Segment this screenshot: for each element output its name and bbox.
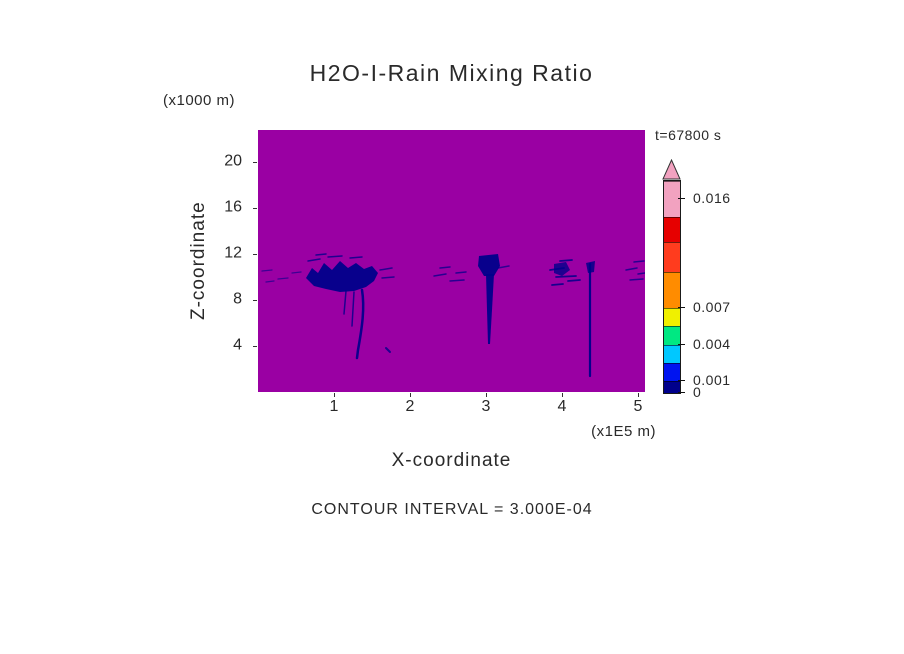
timestamp-label: t=67800 s — [655, 127, 722, 143]
colorbar-tick-mark — [678, 392, 685, 393]
colorbar-segment — [664, 380, 680, 393]
colorbar-labels: 0.016 0.007 0.004 0.001 0 — [678, 180, 754, 400]
x-axis-title: X-coordinate — [391, 450, 512, 471]
colorbar — [663, 180, 681, 394]
rain-feature — [379, 267, 395, 279]
colorbar-tick-mark — [678, 379, 685, 381]
rain-feature — [261, 269, 302, 283]
y-tick-label: 4 — [233, 336, 242, 354]
colorbar-segment — [664, 362, 680, 381]
x-tick-mark — [638, 393, 639, 397]
colorbar-segment — [664, 241, 680, 272]
colorbar-arrow-icon — [662, 158, 681, 180]
y-tick-mark — [253, 346, 257, 347]
y-tick-label: 8 — [233, 290, 242, 308]
rain-feature — [554, 262, 570, 276]
rain-feature — [497, 265, 510, 269]
x-tick-mark — [562, 393, 563, 397]
y-tick-labels: 4 8 12 16 20 — [206, 130, 248, 392]
rain-feature — [625, 260, 645, 281]
colorbar-segment — [664, 217, 680, 242]
rain-feature — [343, 290, 355, 327]
colorbar-segment — [664, 308, 680, 327]
rain-feature — [478, 254, 500, 276]
colorbar-segment — [664, 181, 680, 218]
y-tick-label: 16 — [224, 198, 242, 216]
colorbar-tick-mark — [678, 343, 685, 345]
x-tick-mark — [486, 393, 487, 397]
colorbar-tick-label: 0.007 — [693, 299, 731, 316]
y-tick-mark — [253, 208, 257, 209]
colorbar-segment — [664, 326, 680, 345]
x-tick-mark — [334, 393, 335, 397]
colorbar-tick-label: 0.004 — [693, 335, 731, 352]
y-tick-mark — [253, 254, 257, 255]
rain-feature — [307, 253, 363, 262]
colorbar-tick-mark — [678, 307, 685, 309]
y-tick-label: 12 — [224, 244, 242, 262]
rain-feature — [306, 261, 378, 292]
y-tick-mark — [253, 300, 257, 301]
x-axis-units: (x1E5 m) — [591, 423, 656, 440]
rain-feature — [433, 266, 467, 282]
colorbar-tick-mark — [678, 198, 685, 200]
y-axis-units: (x1000 m) — [163, 92, 236, 109]
plot-area — [258, 130, 645, 392]
x-tick-label: 2 — [405, 398, 415, 415]
colorbar-segment — [664, 271, 680, 309]
x-tick-label: 1 — [329, 398, 339, 415]
rain-contour-features — [261, 253, 645, 378]
colorbar-tick-label: 0 — [693, 384, 702, 400]
rain-feature — [486, 274, 494, 344]
rain-feature — [355, 288, 365, 360]
colorbar-tick-label: 0.001 — [693, 371, 731, 388]
y-tick-mark — [253, 162, 257, 163]
rain-feature — [385, 347, 391, 353]
y-tick-label: 20 — [224, 152, 242, 170]
x-tick-mark — [410, 393, 411, 397]
x-tick-label: 5 — [633, 398, 643, 415]
chart-title: H2O-I-Rain Mixing Ratio — [309, 60, 594, 86]
contour-interval-label: CONTOUR INTERVAL = 3.000E-04 — [311, 501, 593, 518]
colorbar-segment — [664, 344, 680, 363]
x-tick-label: 4 — [557, 398, 567, 415]
x-tick-label: 3 — [481, 398, 491, 415]
x-tick-labels: 1 2 3 4 5 — [258, 398, 645, 420]
rain-feature — [586, 261, 595, 273]
colorbar-tick-label: 0.016 — [693, 190, 731, 207]
